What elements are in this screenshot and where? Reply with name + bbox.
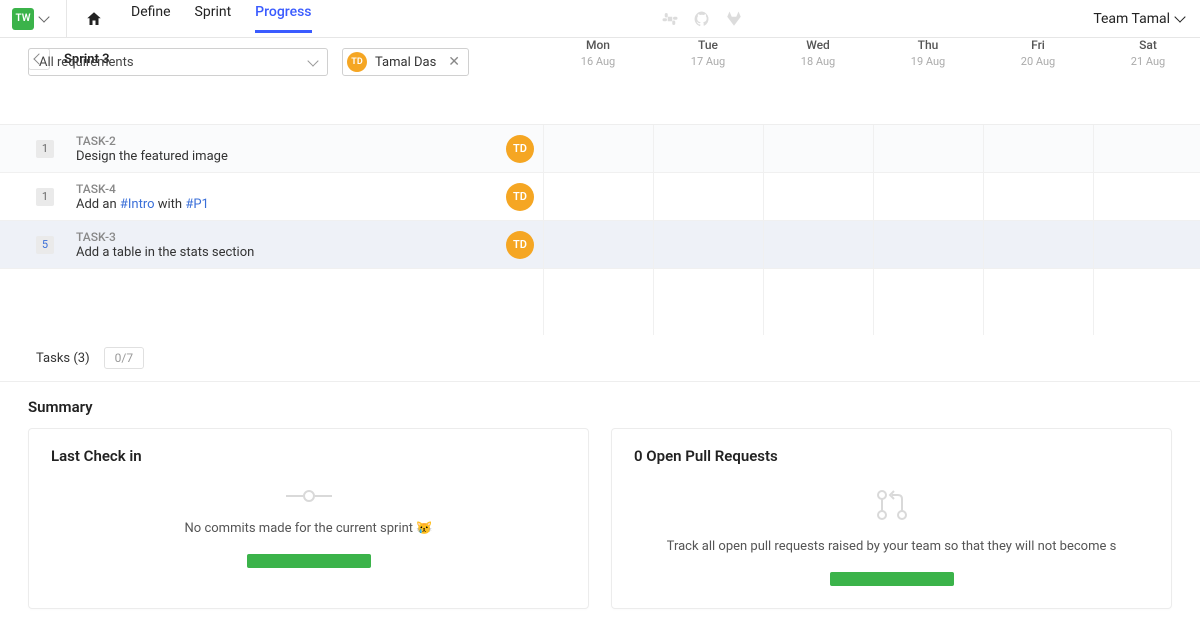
pull-request-icon (874, 489, 910, 521)
card-action-button[interactable] (247, 554, 371, 568)
task-row[interactable]: 5 TASK-3 Add a table in the stats sectio… (0, 221, 1200, 269)
card-title: Last Check in (51, 447, 142, 465)
task-id: TASK-3 (76, 230, 506, 244)
task-title: Add an #Intro with #P1 (76, 197, 506, 212)
tasks-ratio: 0/7 (104, 347, 144, 369)
gitlab-icon[interactable] (725, 10, 743, 28)
team-name: Team Tamal (1093, 11, 1170, 27)
task-id: TASK-4 (76, 182, 506, 196)
task-row[interactable]: 1 TASK-4 Add an #Intro with #P1 TD (0, 173, 1200, 221)
commit-icon (286, 489, 332, 503)
nav-progress[interactable]: Progress (255, 4, 311, 33)
date-col: Wed18 Aug (763, 32, 873, 78)
nav-define[interactable]: Define (131, 4, 171, 33)
assignee-chip[interactable]: TD Tamal Das ✕ (342, 48, 469, 76)
card-text: No commits made for the current sprint 😿 (185, 521, 433, 536)
date-col: Tue17 Aug (653, 32, 763, 78)
chevron-down-icon (307, 55, 318, 66)
chevron-down-icon (1174, 11, 1185, 22)
timeline-cells (543, 125, 1200, 172)
select-label: All requirements (39, 55, 134, 70)
assignee-avatar[interactable]: TD (506, 135, 534, 163)
avatar: TD (347, 52, 367, 72)
card-title: 0 Open Pull Requests (634, 447, 778, 465)
close-icon[interactable]: ✕ (448, 54, 460, 70)
summary-cards: Last Check in No commits made for the cu… (0, 428, 1200, 629)
timeline-spacer (0, 269, 1200, 335)
timeline-grid: Mon16 Aug Tue17 Aug Wed18 Aug Thu19 Aug … (0, 32, 1200, 381)
date-header: Mon16 Aug Tue17 Aug Wed18 Aug Thu19 Aug … (543, 32, 1200, 78)
date-col: Sat21 Aug (1093, 32, 1200, 78)
filter-row: All requirements TD Tamal Das ✕ (0, 42, 497, 76)
date-col: Fri20 Aug (983, 32, 1093, 78)
workspace-caret-icon[interactable] (40, 13, 48, 24)
integration-icons (312, 10, 1094, 28)
slack-icon[interactable] (661, 10, 679, 28)
timeline-cells (543, 173, 1200, 220)
nav-sprint[interactable]: Sprint (195, 4, 232, 33)
requirements-select[interactable]: All requirements (28, 48, 328, 76)
task-id: TASK-2 (76, 134, 506, 148)
task-row[interactable]: 1 TASK-2 Design the featured image TD (0, 125, 1200, 173)
assignee-avatar[interactable]: TD (506, 231, 534, 259)
summary-heading: Summary (0, 382, 1200, 428)
date-col: Mon16 Aug (543, 32, 653, 78)
assignee-avatar[interactable]: TD (506, 183, 534, 211)
timeline-cells (543, 221, 1200, 268)
story-points: 5 (36, 236, 54, 254)
team-menu[interactable]: Team Tamal (1093, 11, 1184, 27)
task-title: Add a table in the stats section (76, 245, 506, 260)
assignee-name: Tamal Das (375, 55, 436, 70)
card-action-button[interactable] (830, 572, 954, 586)
task-list: 1 TASK-2 Design the featured image TD 1 … (0, 124, 1200, 335)
github-icon[interactable] (693, 10, 711, 28)
story-points: 1 (36, 140, 54, 158)
nav-links: Define Sprint Progress (131, 4, 312, 33)
card-text: Track all open pull requests raised by y… (667, 539, 1117, 554)
date-col: Thu19 Aug (873, 32, 983, 78)
story-points: 1 (36, 188, 54, 206)
card-last-checkin: Last Check in No commits made for the cu… (28, 428, 589, 609)
card-pull-requests: 0 Open Pull Requests Track all open pull… (611, 428, 1172, 609)
tasks-footer: Tasks (3) 0/7 (0, 335, 1200, 381)
task-title: Design the featured image (76, 149, 506, 164)
workspace-badge[interactable]: TW (12, 8, 34, 30)
tasks-count-label: Tasks (3) (36, 351, 90, 366)
home-icon[interactable] (85, 10, 103, 28)
